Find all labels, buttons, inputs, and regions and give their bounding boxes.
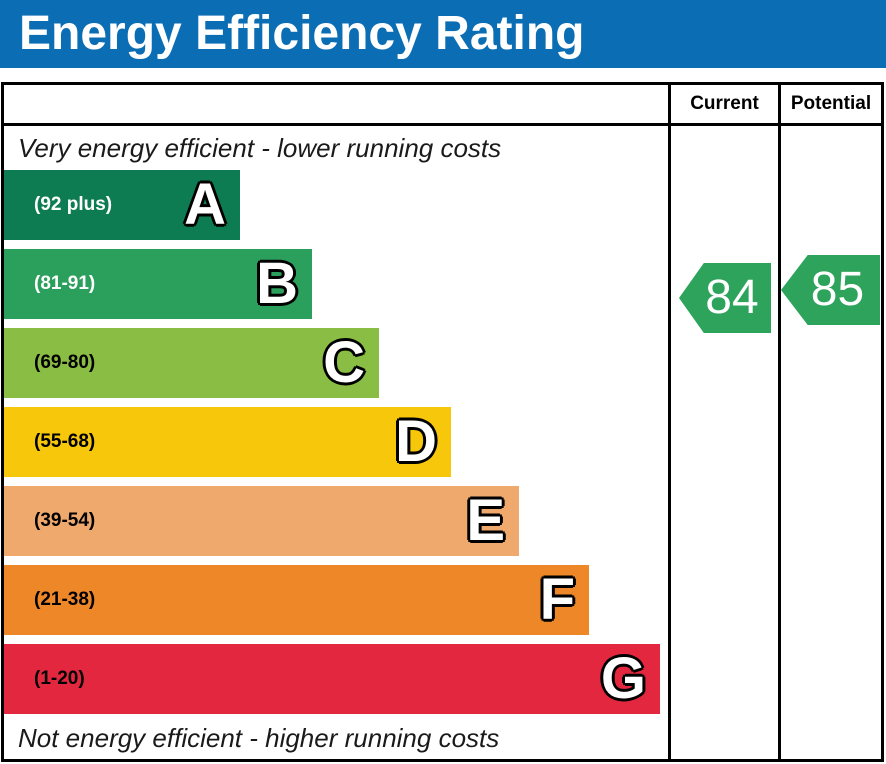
band-range-label-A: (92 plus) — [34, 194, 113, 215]
band-letter-E: E — [466, 488, 505, 553]
band-row-A: (92 plus) A — [4, 170, 240, 240]
band-letter-A: A — [184, 172, 226, 237]
band-range-label-D: (55-68) — [34, 431, 96, 452]
title-bar: Energy Efficiency Rating — [0, 0, 886, 68]
band-range-label-E: (39-54) — [34, 510, 96, 531]
band-row-F: (21-38) F — [4, 565, 589, 635]
current-rating-value: 84 — [705, 271, 759, 324]
band-letter-D: D — [395, 409, 437, 474]
band-range-label-G: (1-20) — [34, 668, 85, 689]
band-letter-G: G — [600, 646, 646, 711]
potential-column-header: Potential — [790, 93, 872, 114]
potential-column-divider — [778, 85, 781, 759]
current-column-header: Current — [690, 93, 759, 114]
current-rating-arrow: 84 — [679, 263, 771, 333]
band-row-C: (69-80) C — [4, 328, 379, 398]
top-caption: Very energy efficient - lower running co… — [18, 133, 502, 163]
rating-table: Current Potential Very energy efficient … — [1, 82, 884, 762]
band-range-label-C: (69-80) — [34, 352, 96, 373]
band-row-G: (1-20) G — [4, 644, 660, 714]
band-row-B: (81-91) B — [4, 249, 312, 319]
current-column-divider — [668, 85, 671, 759]
page-title: Energy Efficiency Rating — [19, 7, 585, 60]
band-range-label-B: (81-91) — [34, 273, 96, 294]
header-row-divider — [4, 123, 881, 126]
band-letter-B: B — [256, 251, 298, 316]
band-letter-F: F — [539, 567, 575, 632]
bottom-caption: Not energy efficient - higher running co… — [18, 723, 500, 753]
potential-rating-value: 85 — [810, 263, 865, 316]
band-range-label-F: (21-38) — [34, 589, 96, 610]
band-letter-C: C — [323, 330, 365, 395]
potential-rating-arrow: 85 — [781, 255, 880, 325]
band-row-D: (55-68) D — [4, 407, 451, 477]
band-row-E: (39-54) E — [4, 486, 519, 556]
